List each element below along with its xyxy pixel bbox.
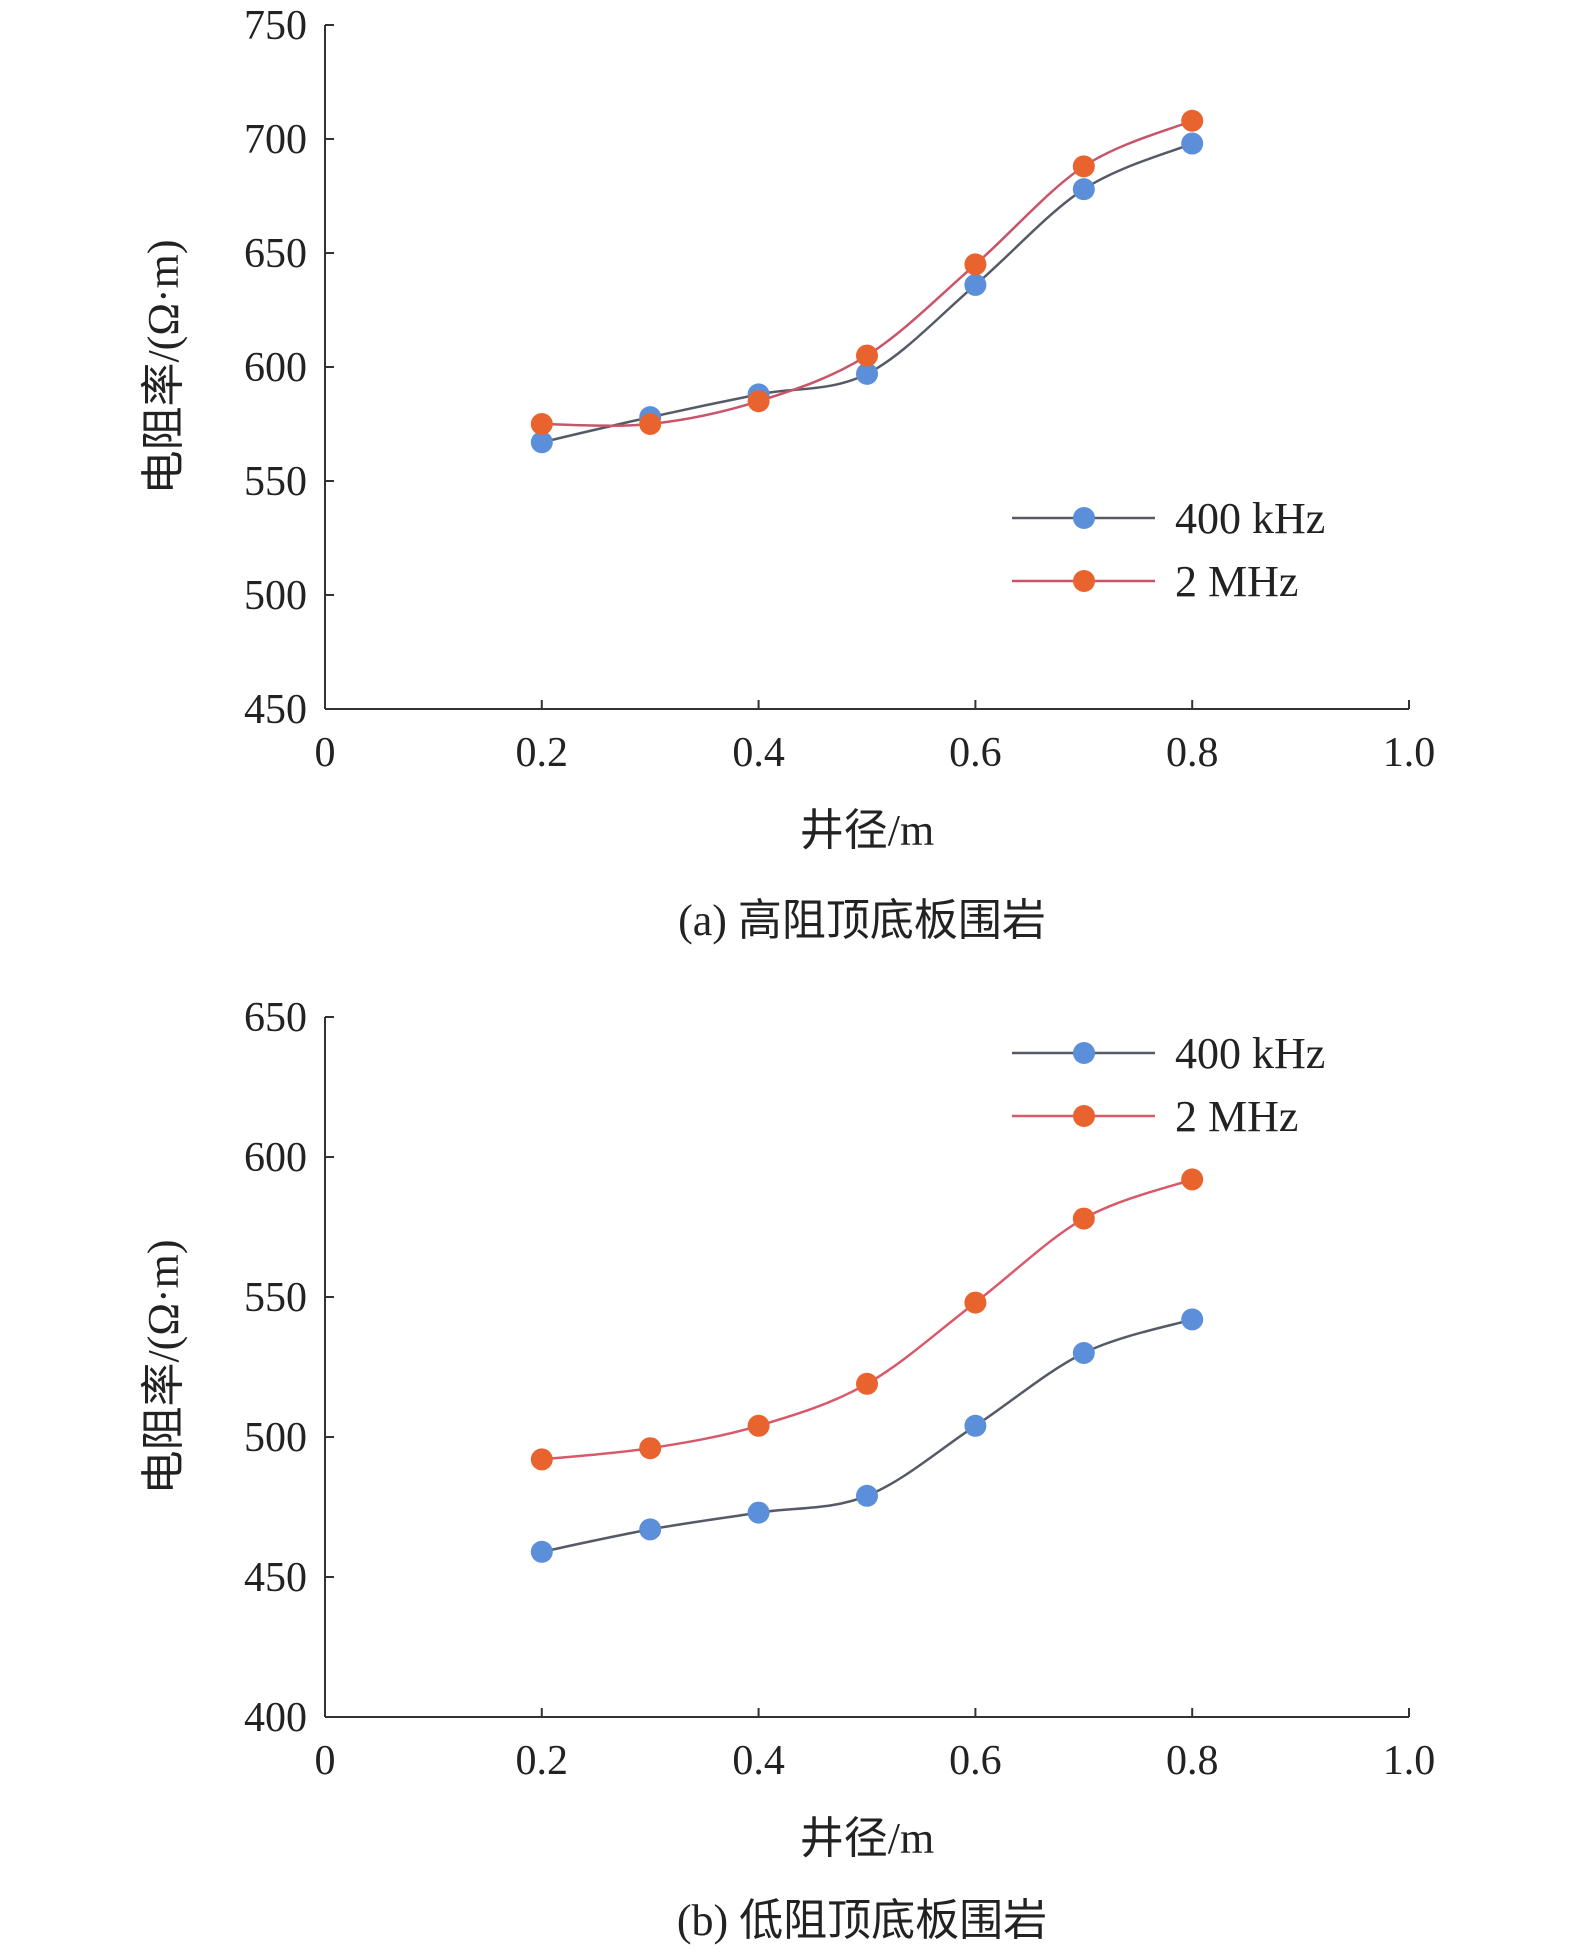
data-point-400khz <box>530 431 553 454</box>
data-point-400khz <box>856 1484 878 1507</box>
x-tick-label: 0.6 <box>949 730 1002 776</box>
data-point-400khz <box>1181 1308 1204 1331</box>
x-tick-label: 1.0 <box>1383 730 1436 776</box>
y-tick-label: 750 <box>244 3 307 49</box>
data-point-2mhz <box>639 413 662 435</box>
x-tick-label: 0.6 <box>949 1738 1002 1784</box>
y-tick-label: 550 <box>244 1275 307 1321</box>
legend-label: 2 MHz <box>1175 1092 1298 1141</box>
legend-label: 400 kHz <box>1175 1029 1325 1078</box>
y-tick-label: 500 <box>244 1415 307 1461</box>
chart-caption: (b) 低阻顶底板围岩 <box>677 1896 1047 1945</box>
data-point-2mhz <box>639 1437 662 1460</box>
y-tick-label: 450 <box>244 687 307 733</box>
y-tick-label: 500 <box>244 573 307 619</box>
x-axis-title: 井径/m <box>800 1814 934 1863</box>
data-point-2mhz <box>1181 1168 1204 1191</box>
data-point-400khz <box>747 1501 770 1524</box>
y-axis-title: 电阻率/(Ω·m) <box>139 1239 188 1494</box>
data-point-400khz <box>964 1414 987 1437</box>
y-tick-label: 650 <box>244 995 307 1041</box>
chart-a: 450 500 550 600 650 700 750 0 0.2 0.4 0.6 0.8 1.0 井径/… <box>139 3 1435 945</box>
x-tick-label: 0.2 <box>516 1738 569 1784</box>
y-tick-label: 450 <box>244 1555 307 1601</box>
x-tick-label: 0.8 <box>1166 730 1219 776</box>
data-point-400khz <box>856 362 878 385</box>
y-tick-label: 600 <box>244 1135 307 1181</box>
data-point-400khz <box>1181 132 1204 155</box>
chart-caption: (a) 高阻顶底板围岩 <box>678 896 1046 945</box>
data-point-2mhz <box>530 1448 553 1471</box>
x-tick-label: 0 <box>315 1738 336 1784</box>
legend-marker <box>1073 570 1095 592</box>
data-point-2mhz <box>1072 155 1095 178</box>
y-tick-label: 400 <box>244 1695 307 1741</box>
data-point-2mhz <box>530 413 553 435</box>
data-point-400khz <box>1072 1342 1095 1364</box>
legend-marker <box>1073 1105 1095 1127</box>
data-point-2mhz <box>964 253 987 276</box>
data-point-400khz <box>964 273 987 296</box>
legend-marker <box>1073 1042 1095 1064</box>
legend-marker <box>1073 507 1095 529</box>
y-tick-label: 550 <box>244 459 307 505</box>
x-axis-title: 井径/m <box>800 806 934 855</box>
data-point-2mhz <box>856 1372 878 1395</box>
x-tick-label: 0.8 <box>1166 1738 1219 1784</box>
x-tick-label: 0.4 <box>732 730 785 776</box>
data-point-2mhz <box>747 390 770 413</box>
series-line-2mhz <box>541 1178 1193 1461</box>
data-point-2mhz <box>1072 1207 1095 1230</box>
data-point-2mhz <box>1181 109 1204 132</box>
data-point-400khz <box>530 1540 553 1563</box>
y-tick-label: 700 <box>244 117 307 163</box>
x-tick-label: 0.4 <box>732 1738 785 1784</box>
y-tick-label: 650 <box>244 231 307 277</box>
data-point-400khz <box>639 1518 662 1541</box>
data-point-2mhz <box>856 344 878 367</box>
legend-label: 2 MHz <box>1175 557 1298 606</box>
data-point-400khz <box>1072 178 1095 201</box>
data-point-2mhz <box>964 1291 987 1314</box>
x-tick-label: 0 <box>315 730 336 776</box>
x-tick-label: 1.0 <box>1383 1738 1436 1784</box>
y-tick-label: 600 <box>244 345 307 391</box>
chart-b: 400 450 500 550 600 650 0 0.2 0.4 0.6 0.8 1.0 井径/m 电阻… <box>139 995 1435 1945</box>
y-axis-title: 电阻率/(Ω·m) <box>139 239 188 494</box>
x-tick-label: 0.2 <box>516 730 569 776</box>
data-point-2mhz <box>747 1414 770 1437</box>
legend-label: 400 kHz <box>1175 494 1325 543</box>
